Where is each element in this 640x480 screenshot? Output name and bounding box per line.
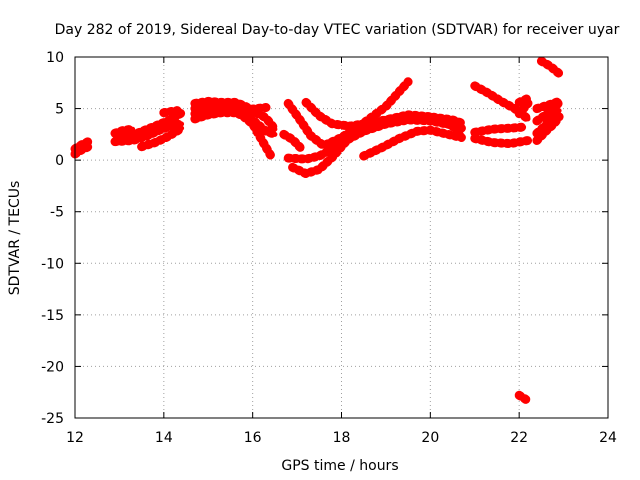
series-plus-markers <box>301 97 466 131</box>
series-plus-markers <box>110 119 187 147</box>
series-track-e <box>137 123 187 152</box>
y-tick-label: 0 <box>55 153 64 169</box>
x-tick-labels: 12 14 16 18 20 22 24 <box>66 430 617 446</box>
y-tick-labels: -25 -20 -15 -10 -5 0 5 10 <box>41 50 64 427</box>
series-plus-markers <box>190 103 271 124</box>
series-track-s <box>470 134 533 149</box>
y-tick-label: -15 <box>41 308 64 324</box>
series-plus-markers <box>70 137 93 154</box>
series-track-f <box>114 108 187 143</box>
x-tick-label: 22 <box>510 430 528 446</box>
series-plus-markers <box>532 96 564 114</box>
x-tick-label: 20 <box>421 430 439 446</box>
series-track-v <box>514 93 533 107</box>
series-track-g <box>159 106 182 118</box>
series-track-aa <box>532 96 564 114</box>
y-tick-label: -25 <box>41 411 64 427</box>
y-tick-label: 5 <box>55 102 64 118</box>
series-track-b <box>70 137 93 154</box>
series-plus-markers <box>114 108 187 143</box>
series-track-n <box>283 77 413 151</box>
chart-title: Day 282 of 2019, Sidereal Day-to-day VTE… <box>55 22 620 38</box>
series-track-q <box>359 125 466 161</box>
series-track-ab <box>514 390 531 404</box>
series-plus-markers <box>359 125 466 161</box>
y-tick-label: -20 <box>41 359 64 375</box>
series-track-w <box>536 56 564 78</box>
series-track-l <box>279 129 306 154</box>
series-track-d <box>110 119 187 147</box>
series-plus-markers <box>514 390 531 404</box>
series-plus-markers <box>159 106 182 118</box>
series-plus-markers <box>279 129 306 154</box>
x-axis-label: GPS time / hours <box>281 458 398 474</box>
x-tick-label: 24 <box>599 430 617 446</box>
y-tick-label: -10 <box>41 256 64 272</box>
x-tick-label: 14 <box>155 430 173 446</box>
series-track-c <box>110 124 138 138</box>
series-plus-markers <box>137 123 187 152</box>
x-tick-label: 18 <box>333 430 351 446</box>
series-track-t <box>470 122 529 137</box>
series-plus-markers <box>283 77 413 151</box>
series-plus-markers <box>532 112 564 145</box>
series-plus-markers <box>536 56 564 78</box>
plot-area <box>70 56 564 404</box>
x-tick-label: 16 <box>244 430 262 446</box>
series-track-k <box>190 103 271 124</box>
axis-ticks <box>74 56 609 419</box>
series-plus-markers <box>470 122 529 137</box>
series-plus-markers <box>470 134 533 149</box>
y-tick-label: 10 <box>46 50 64 66</box>
y-tick-label: -5 <box>50 205 64 221</box>
series-plus-markers <box>514 93 533 107</box>
series-plus-markers <box>514 98 533 119</box>
series-track-u <box>514 98 533 119</box>
series-track-p <box>301 97 466 131</box>
series-track-z <box>532 112 564 145</box>
x-tick-label: 12 <box>66 430 84 446</box>
series-plus-markers <box>110 124 138 138</box>
y-axis-label: SDTVAR / TECUs <box>7 181 23 296</box>
